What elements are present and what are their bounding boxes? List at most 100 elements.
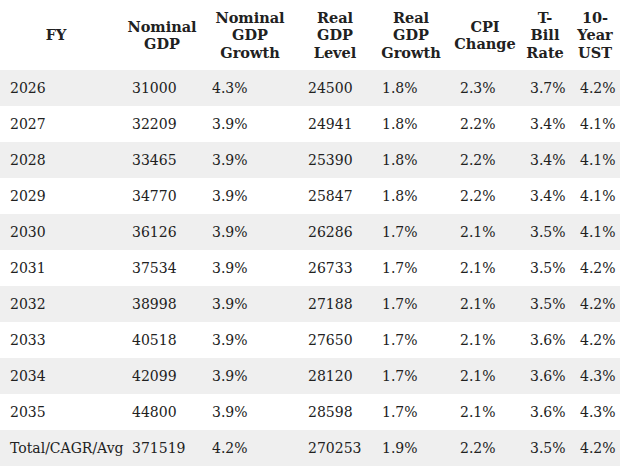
- cell-fy: 2034: [0, 358, 122, 394]
- cell-nominal-gdp-growth: 3.9%: [202, 358, 298, 394]
- table-row: 2028334653.9%253901.8%2.2%3.4%4.1%: [0, 142, 620, 178]
- cell-fy: 2029: [0, 178, 122, 214]
- column-header-real-gdp-growth: Real GDP Growth: [372, 0, 450, 70]
- column-header-nominal-gdp-growth: Nominal GDP Growth: [202, 0, 298, 70]
- cell-real-gdp-level: 24500: [298, 70, 372, 106]
- cell-t-bill-rate: 3.6%: [520, 358, 570, 394]
- cell-10-year-ust: 4.2%: [570, 286, 620, 322]
- cell-10-year-ust: 4.3%: [570, 394, 620, 430]
- cell-real-gdp-level: 27188: [298, 286, 372, 322]
- table-row: 2032389983.9%271881.7%2.1%3.5%4.2%: [0, 286, 620, 322]
- cell-cpi-change: 2.2%: [450, 142, 520, 178]
- table-body: 2026310004.3%245001.8%2.3%3.7%4.2%202732…: [0, 70, 620, 466]
- cell-cpi-change: 2.1%: [450, 322, 520, 358]
- cell-real-gdp-growth: 1.7%: [372, 286, 450, 322]
- cell-nominal-gdp: 40518: [122, 322, 202, 358]
- cell-t-bill-rate: 3.5%: [520, 214, 570, 250]
- cell-fy: 2028: [0, 142, 122, 178]
- cell-nominal-gdp: 34770: [122, 178, 202, 214]
- column-header-real-gdp-level: Real GDP Level: [298, 0, 372, 70]
- column-header-10-year-ust: 10- Year UST: [570, 0, 620, 70]
- cell-10-year-ust: 4.1%: [570, 106, 620, 142]
- cell-10-year-ust: 4.2%: [570, 322, 620, 358]
- cell-nominal-gdp: 31000: [122, 70, 202, 106]
- table-row: 2033405183.9%276501.7%2.1%3.6%4.2%: [0, 322, 620, 358]
- cell-cpi-change: 2.1%: [450, 394, 520, 430]
- cell-nominal-gdp-growth: 3.9%: [202, 178, 298, 214]
- cell-fy: 2035: [0, 394, 122, 430]
- cell-fy: 2033: [0, 322, 122, 358]
- cell-t-bill-rate: 3.5%: [520, 286, 570, 322]
- cell-t-bill-rate: 3.4%: [520, 142, 570, 178]
- table-row: 2035448003.9%285981.7%2.1%3.6%4.3%: [0, 394, 620, 430]
- cell-fy: 2031: [0, 250, 122, 286]
- cell-10-year-ust: 4.1%: [570, 214, 620, 250]
- cell-nominal-gdp-growth: 3.9%: [202, 250, 298, 286]
- cell-fy: 2032: [0, 286, 122, 322]
- cell-t-bill-rate: 3.7%: [520, 70, 570, 106]
- column-header-fy: FY: [0, 0, 122, 70]
- cell-real-gdp-growth: 1.8%: [372, 106, 450, 142]
- cell-real-gdp-level: 270253: [298, 430, 372, 466]
- cell-real-gdp-growth: 1.7%: [372, 214, 450, 250]
- cell-real-gdp-level: 25847: [298, 178, 372, 214]
- cell-cpi-change: 2.2%: [450, 106, 520, 142]
- column-header-cpi-change: CPI Change: [450, 0, 520, 70]
- cell-t-bill-rate: 3.6%: [520, 322, 570, 358]
- cell-real-gdp-growth: 1.9%: [372, 430, 450, 466]
- cell-nominal-gdp: 371519: [122, 430, 202, 466]
- cell-real-gdp-growth: 1.7%: [372, 322, 450, 358]
- cell-fy: 2030: [0, 214, 122, 250]
- cell-cpi-change: 2.2%: [450, 430, 520, 466]
- cell-nominal-gdp: 33465: [122, 142, 202, 178]
- cell-10-year-ust: 4.2%: [570, 430, 620, 466]
- cell-t-bill-rate: 3.4%: [520, 178, 570, 214]
- cell-10-year-ust: 4.1%: [570, 142, 620, 178]
- cell-real-gdp-level: 26733: [298, 250, 372, 286]
- cell-t-bill-rate: 3.5%: [520, 430, 570, 466]
- cell-nominal-gdp-growth: 3.9%: [202, 394, 298, 430]
- cell-10-year-ust: 4.2%: [570, 70, 620, 106]
- cell-nominal-gdp: 37534: [122, 250, 202, 286]
- table-row: 2027322093.9%249411.8%2.2%3.4%4.1%: [0, 106, 620, 142]
- cell-fy: 2027: [0, 106, 122, 142]
- table-row: 2030361263.9%262861.7%2.1%3.5%4.1%: [0, 214, 620, 250]
- cell-nominal-gdp-growth: 3.9%: [202, 106, 298, 142]
- cell-cpi-change: 2.3%: [450, 70, 520, 106]
- cell-nominal-gdp: 32209: [122, 106, 202, 142]
- cell-t-bill-rate: 3.4%: [520, 106, 570, 142]
- cell-real-gdp-level: 25390: [298, 142, 372, 178]
- cell-real-gdp-growth: 1.8%: [372, 70, 450, 106]
- cell-fy: 2026: [0, 70, 122, 106]
- cell-cpi-change: 2.2%: [450, 178, 520, 214]
- cell-cpi-change: 2.1%: [450, 358, 520, 394]
- cell-real-gdp-level: 27650: [298, 322, 372, 358]
- table-header: FYNominal GDPNominal GDP GrowthReal GDP …: [0, 0, 620, 70]
- cell-nominal-gdp-growth: 3.9%: [202, 322, 298, 358]
- table-row: 2034420993.9%281201.7%2.1%3.6%4.3%: [0, 358, 620, 394]
- table-row: 2026310004.3%245001.8%2.3%3.7%4.2%: [0, 70, 620, 106]
- cell-real-gdp-growth: 1.7%: [372, 394, 450, 430]
- cell-nominal-gdp-growth: 3.9%: [202, 142, 298, 178]
- cell-nominal-gdp: 38998: [122, 286, 202, 322]
- table-row: 2031375343.9%267331.7%2.1%3.5%4.2%: [0, 250, 620, 286]
- cell-10-year-ust: 4.2%: [570, 250, 620, 286]
- column-header-nominal-gdp: Nominal GDP: [122, 0, 202, 70]
- cell-10-year-ust: 4.1%: [570, 178, 620, 214]
- cell-real-gdp-growth: 1.8%: [372, 178, 450, 214]
- column-header-t-bill-rate: T- Bill Rate: [520, 0, 570, 70]
- cell-real-gdp-growth: 1.7%: [372, 250, 450, 286]
- cell-real-gdp-level: 26286: [298, 214, 372, 250]
- cell-nominal-gdp: 36126: [122, 214, 202, 250]
- cell-nominal-gdp-growth: 3.9%: [202, 214, 298, 250]
- cell-nominal-gdp: 42099: [122, 358, 202, 394]
- cell-nominal-gdp: 44800: [122, 394, 202, 430]
- cell-cpi-change: 2.1%: [450, 286, 520, 322]
- cell-real-gdp-growth: 1.7%: [372, 358, 450, 394]
- cell-cpi-change: 2.1%: [450, 214, 520, 250]
- cell-fy: Total/CAGR/Avg: [0, 430, 122, 466]
- cell-real-gdp-growth: 1.8%: [372, 142, 450, 178]
- cell-nominal-gdp-growth: 3.9%: [202, 286, 298, 322]
- table-row-total: Total/CAGR/Avg371519 4.2% 2702531.9%2.2%3.…: [0, 430, 620, 466]
- cell-real-gdp-level: 24941: [298, 106, 372, 142]
